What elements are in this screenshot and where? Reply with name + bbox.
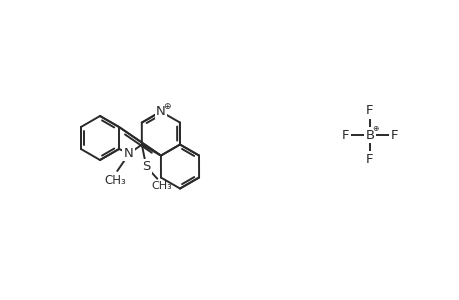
Text: S: S — [142, 160, 150, 173]
Text: N: N — [156, 105, 165, 118]
Text: ⊕: ⊕ — [163, 102, 170, 111]
Text: CH₃: CH₃ — [151, 181, 171, 191]
Text: F: F — [365, 153, 373, 166]
Text: CH₃: CH₃ — [104, 174, 126, 187]
Text: B: B — [364, 128, 374, 142]
Text: F: F — [365, 104, 373, 117]
Text: F: F — [390, 128, 397, 142]
Text: N: N — [123, 147, 133, 160]
Text: ⊕: ⊕ — [371, 124, 377, 133]
Text: F: F — [341, 128, 349, 142]
